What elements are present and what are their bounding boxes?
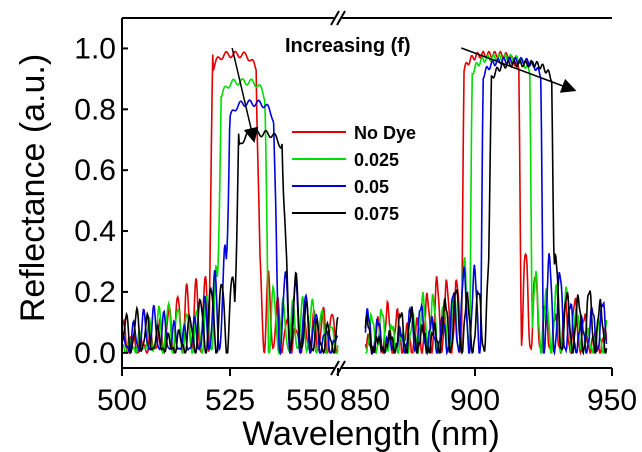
axes: 0.0 0.2 0.4 0.6 0.8 1.0 500 525 550 850 900 950 (74, 10, 637, 417)
x-tick-label: 950 (587, 384, 637, 417)
legend-label: No Dye (354, 123, 416, 143)
axis-break-mark (330, 360, 340, 376)
axis-break-mark (336, 10, 346, 26)
y-tick-label: 0.8 (74, 93, 116, 126)
y-tick-label: 0.0 (74, 337, 116, 370)
series-line-0-025-seg1 (121, 78, 339, 356)
arrow-left-shift (231, 47, 259, 143)
x-tick-label: 500 (97, 384, 147, 417)
legend-label: 0.025 (354, 150, 399, 170)
legend-label: 0.075 (354, 204, 399, 224)
x-tick-label: 900 (450, 384, 500, 417)
arrow-right-shift (461, 47, 577, 93)
series-line-0-075-seg2 (364, 59, 608, 356)
series-line-0-075-seg1 (121, 129, 339, 355)
x-tick-label: 525 (205, 384, 255, 417)
x-tick-label: 850 (340, 384, 390, 417)
y-tick-label: 0.2 (74, 276, 116, 309)
legend-label: 0.05 (354, 177, 389, 197)
series-line-0-05-seg1 (121, 99, 339, 356)
plot-area (121, 50, 608, 356)
x-tick-label: 550 (286, 384, 336, 417)
axis-break-mark (330, 10, 340, 26)
annotation-increasing: Increasing (f) (285, 35, 411, 57)
x-axis-title: Wavelength (nm) (242, 415, 500, 452)
y-tick-label: 0.6 (74, 154, 116, 187)
y-tick-label: 1.0 (74, 32, 116, 65)
legend: No Dye 0.025 0.05 0.075 (292, 123, 416, 224)
y-tick-label: 0.4 (74, 215, 116, 248)
y-axis-title: Reflectance (a.u.) (14, 54, 52, 322)
